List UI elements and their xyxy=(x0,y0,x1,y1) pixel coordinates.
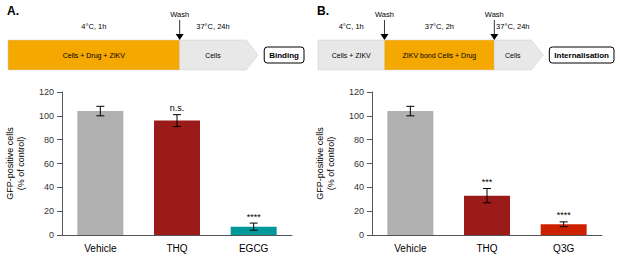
svg-text:Wash: Wash xyxy=(170,10,189,19)
svg-text:****: **** xyxy=(557,210,572,220)
svg-text:(% of control): (% of control) xyxy=(16,137,26,191)
svg-text:n.s.: n.s. xyxy=(170,103,185,113)
svg-text:THQ: THQ xyxy=(166,243,187,254)
svg-text:ZIKV bond Cells + Drug: ZIKV bond Cells + Drug xyxy=(403,52,477,60)
svg-text:Vehicle: Vehicle xyxy=(394,243,427,254)
svg-text:Internalisation: Internalisation xyxy=(554,51,609,60)
svg-text:Cells: Cells xyxy=(205,52,221,59)
svg-text:THQ: THQ xyxy=(476,243,497,254)
svg-text:Wash: Wash xyxy=(485,10,504,19)
svg-text:20: 20 xyxy=(354,206,364,216)
svg-text:Wash: Wash xyxy=(375,10,394,19)
svg-text:4°C, 1h: 4°C, 1h xyxy=(81,22,106,31)
svg-text:37°C, 2h: 37°C, 2h xyxy=(425,22,454,31)
svg-text:EGCG: EGCG xyxy=(239,243,269,254)
svg-text:100: 100 xyxy=(349,111,364,121)
svg-text:100: 100 xyxy=(39,111,54,121)
svg-text:GFP-positive cells: GFP-positive cells xyxy=(5,127,15,200)
svg-text:40: 40 xyxy=(44,182,54,192)
svg-text:(% of control): (% of control) xyxy=(326,137,336,191)
svg-text:0: 0 xyxy=(359,230,364,240)
svg-text:37°C, 24h: 37°C, 24h xyxy=(196,22,229,31)
svg-text:Vehicle: Vehicle xyxy=(84,243,117,254)
svg-text:80: 80 xyxy=(354,135,364,145)
svg-text:GFP-positive cells: GFP-positive cells xyxy=(315,127,325,200)
svg-text:Cells: Cells xyxy=(505,52,521,59)
svg-text:A.: A. xyxy=(7,4,19,18)
svg-text:4°C, 1h: 4°C, 1h xyxy=(339,22,364,31)
svg-text:Cells + Drug + ZIKV: Cells + Drug + ZIKV xyxy=(63,52,126,60)
svg-text:Cells + ZIKV: Cells + ZIKV xyxy=(332,52,371,59)
svg-text:120: 120 xyxy=(349,87,364,97)
svg-text:37°C, 24h: 37°C, 24h xyxy=(496,22,529,31)
svg-text:****: **** xyxy=(247,212,262,222)
svg-text:Q3G: Q3G xyxy=(553,243,574,254)
svg-text:***: *** xyxy=(482,177,493,187)
svg-text:60: 60 xyxy=(44,159,54,169)
svg-text:60: 60 xyxy=(354,159,364,169)
svg-text:Binding: Binding xyxy=(269,51,299,60)
svg-text:80: 80 xyxy=(44,135,54,145)
svg-text:120: 120 xyxy=(39,87,54,97)
svg-text:B.: B. xyxy=(317,4,329,18)
svg-text:0: 0 xyxy=(49,230,54,240)
svg-text:40: 40 xyxy=(354,182,364,192)
svg-text:20: 20 xyxy=(44,206,54,216)
